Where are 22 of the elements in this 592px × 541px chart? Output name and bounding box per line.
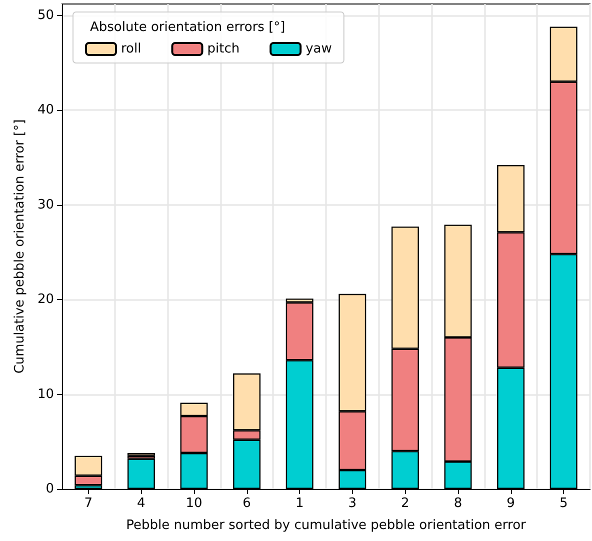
legend-label: roll	[121, 42, 142, 56]
x-tick-label: 9	[506, 496, 515, 511]
legend-label: pitch	[207, 42, 240, 56]
x-tick-label: 6	[242, 496, 251, 511]
x-tick-label: 1	[295, 496, 304, 511]
y-tick-label: 50	[37, 8, 54, 23]
x-tick-label: 8	[454, 496, 462, 511]
y-tick-label: 30	[37, 197, 54, 212]
x-axis-title: Pebble number sorted by cumulative pebble orientation error	[126, 518, 527, 533]
x-tick-label: 5	[559, 496, 568, 511]
y-tick-label: 0	[46, 482, 54, 496]
legend-title: Absolute orientation errors [°]	[90, 20, 286, 35]
x-tick-label: 2	[401, 496, 410, 511]
y-axis-title: Cumulative pebble orientation error [°]	[12, 119, 28, 374]
x-tick-label: 7	[84, 496, 93, 511]
x-tick-label: 10	[186, 496, 202, 511]
y-tick-label: 40	[37, 102, 54, 118]
y-tick-label: 20	[37, 292, 54, 308]
y-tick-label: 10	[37, 386, 54, 402]
x-tick-label: 3	[348, 496, 357, 511]
x-tick-label: 4	[137, 496, 146, 511]
legend-label: yaw	[306, 42, 332, 56]
